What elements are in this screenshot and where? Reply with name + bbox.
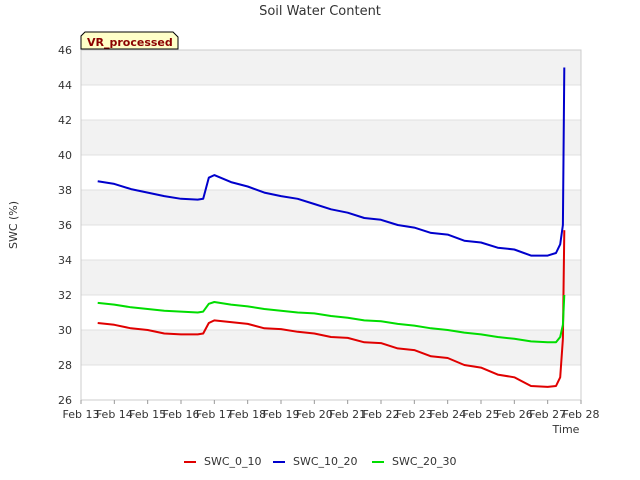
x-tick-label: Feb 23 <box>396 408 433 421</box>
y-tick-label: 44 <box>58 79 72 92</box>
y-axis-label: SWC (%) <box>7 201 20 249</box>
legend-label: SWC_20_30 <box>392 455 457 468</box>
series-lines <box>97 67 566 388</box>
y-tick-label: 42 <box>58 114 72 127</box>
y-tick-label: 34 <box>58 254 72 267</box>
background-band <box>81 330 581 365</box>
x-tick-label: Feb 19 <box>263 408 300 421</box>
badge-label: VR_processed <box>87 36 173 49</box>
x-tick-label: Feb 13 <box>63 408 100 421</box>
background-band <box>81 50 581 85</box>
x-tick-label: Feb 27 <box>529 408 566 421</box>
chart-title: Soil Water Content <box>259 4 381 19</box>
y-tick-label: 28 <box>58 359 72 372</box>
plot-frame <box>80 49 582 401</box>
legend: SWC_0_10 SWC_10_20 SWC_20_30 <box>184 455 457 468</box>
x-tick-label: Feb 16 <box>163 408 200 421</box>
y-tick-label: 46 <box>58 44 72 57</box>
y-tick-label: 36 <box>58 219 72 232</box>
x-tick-label: Feb 18 <box>229 408 266 421</box>
series-line-swc-0-10 <box>97 230 566 388</box>
legend-label: SWC_10_20 <box>293 455 358 468</box>
badge-background <box>80 31 179 50</box>
x-tick-label: Feb 22 <box>363 408 400 421</box>
x-axis-label: Time <box>552 423 580 436</box>
background-band <box>81 260 581 295</box>
y-tick-label: 40 <box>58 149 72 162</box>
x-tick-label: Feb 25 <box>463 408 500 421</box>
x-tick-label: Feb 17 <box>196 408 233 421</box>
y-tick-label: 38 <box>58 184 72 197</box>
y-axis-ticks: 26 28 30 32 34 36 38 40 42 44 46 <box>58 44 72 407</box>
vr-processed-badge: VR_processed <box>80 31 179 50</box>
x-tick-label: Feb 21 <box>329 408 366 421</box>
series-line-swc-10-20 <box>97 67 566 257</box>
x-tick-label: Feb 14 <box>96 408 133 421</box>
series-line-swc-20-30 <box>97 294 566 344</box>
y-tick-label: 26 <box>58 394 72 407</box>
x-tick-label: Feb 28 <box>563 408 600 421</box>
legend-label: SWC_0_10 <box>204 455 262 468</box>
y-tick-label: 32 <box>58 289 72 302</box>
background-band <box>81 120 581 155</box>
x-tick-label: Feb 24 <box>429 408 466 421</box>
x-tick-label: Feb 20 <box>296 408 333 421</box>
y-tick-label: 30 <box>58 324 72 337</box>
x-tick-label: Feb 26 <box>496 408 533 421</box>
x-tick-label: Feb 15 <box>129 408 166 421</box>
